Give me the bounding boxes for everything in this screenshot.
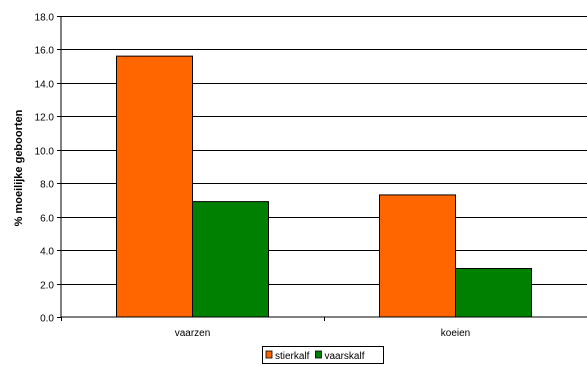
legend-label: vaarskalf <box>324 351 364 362</box>
y-tick-label: 0.0 <box>40 314 54 325</box>
bar-vaarskalf-vaarzen <box>192 201 269 318</box>
y-tick-label: 8.0 <box>40 180 54 191</box>
y-tick-label: 10.0 <box>35 147 55 158</box>
y-tick-label: 2.0 <box>40 281 54 292</box>
x-tick-label: vaarzen <box>175 328 211 339</box>
bar-stierkalf-koeien <box>379 194 456 318</box>
x-tick-labels: vaarzen koeien <box>175 328 471 339</box>
x-tick-label: koeien <box>441 328 470 339</box>
y-tick-label: 12.0 <box>35 113 55 124</box>
legend-label: stierkalf <box>275 351 310 362</box>
y-tick-label: 16.0 <box>35 46 55 57</box>
legend-swatch <box>265 350 273 359</box>
y-tick-label: 4.0 <box>40 247 54 258</box>
y-axis <box>57 16 62 318</box>
y-tick-label: 6.0 <box>40 214 54 225</box>
legend-swatch <box>315 350 322 359</box>
legend-box <box>262 346 384 364</box>
y-tick-label: 14.0 <box>35 80 55 91</box>
bar-vaarskalf-koeien <box>455 268 532 318</box>
legend: stierkalf vaarskalf <box>262 346 384 364</box>
bar-stierkalf-vaarzen <box>116 55 193 318</box>
x-axis <box>61 316 587 321</box>
y-axis-label: % moeilijke geboorten <box>13 109 25 226</box>
y-tick-labels: 0.0 2.0 4.0 6.0 8.0 10.0 12.0 14.0 16.0 18.0 <box>35 13 55 325</box>
y-tick-label: 18.0 <box>35 13 55 24</box>
bars <box>116 55 532 318</box>
